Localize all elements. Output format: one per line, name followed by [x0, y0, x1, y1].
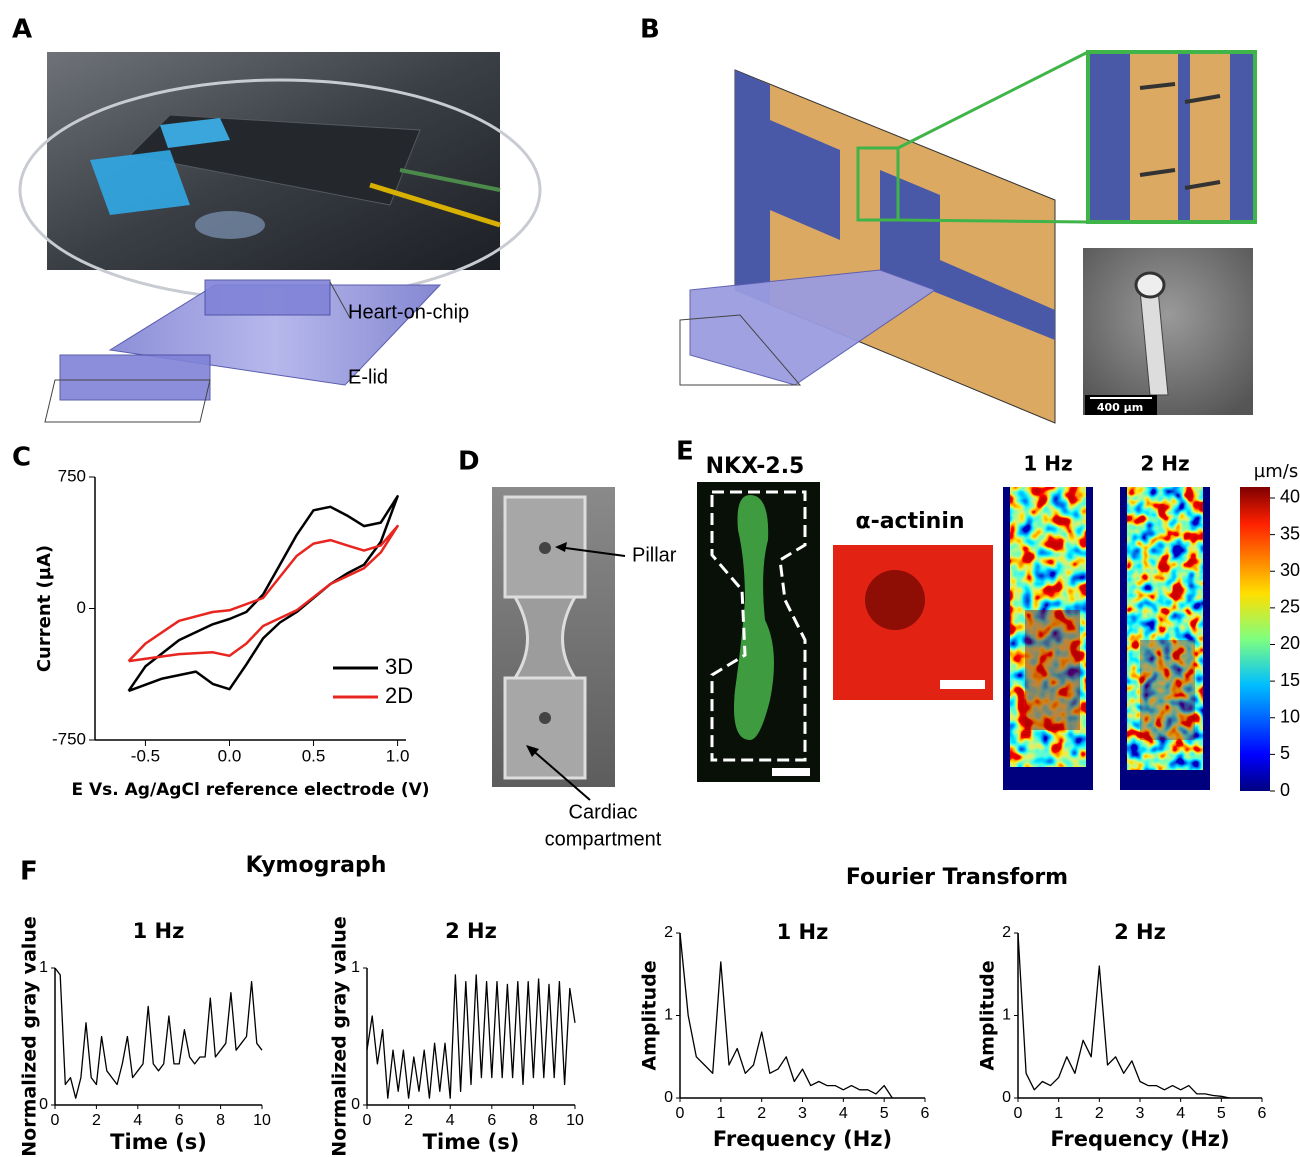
y-tick-label: 0	[1002, 1089, 1011, 1106]
data-line	[129, 496, 398, 691]
x-axis-label: Time (s)	[110, 1130, 207, 1154]
y-axis-label: Amplitude	[639, 960, 661, 1070]
x-axis-label: Frequency (Hz)	[713, 1127, 892, 1151]
figure: A B C D E F Heart-on-chip E-lid 400 µm P…	[0, 0, 1300, 1157]
legend-label: 2D	[385, 683, 413, 708]
x-tick-label: -0.5	[131, 746, 160, 765]
photo-d	[492, 487, 625, 800]
x-axis-label: Frequency (Hz)	[1050, 1127, 1229, 1151]
x-tick-label: 1	[1054, 1105, 1063, 1122]
stain-title: NKX-2.5	[706, 454, 805, 479]
y-tick-label: 1	[1002, 1007, 1011, 1024]
heatmap	[1003, 487, 1093, 790]
chart-title: 2 Hz	[1114, 920, 1166, 944]
x-tick-label: 0	[676, 1105, 685, 1122]
y-axis-label: Current (µA)	[34, 545, 55, 672]
panel-label: B	[640, 15, 660, 45]
x-tick-label: 2	[92, 1112, 101, 1129]
panel-label: E	[676, 437, 694, 467]
x-tick-label: 10	[253, 1112, 271, 1129]
x-tick-label: 6	[1258, 1105, 1267, 1122]
x-tick-label: 1	[716, 1105, 725, 1122]
colorbar-tick-label: 15	[1280, 670, 1300, 690]
x-tick-label: 4	[446, 1112, 455, 1129]
panel-label: F	[20, 857, 38, 887]
colorbar-tick-label: 5	[1280, 743, 1290, 763]
chart-title: 1 Hz	[777, 920, 829, 944]
x-tick-label: 1.0	[386, 746, 410, 765]
x-tick-label: 2	[1095, 1105, 1104, 1122]
nkx-image	[697, 482, 820, 782]
x-tick-label: 6	[175, 1112, 184, 1129]
group-title: Kymograph	[246, 853, 387, 878]
colorbar-tick-label: 10	[1280, 706, 1300, 726]
colorbar-tick-label: 30	[1280, 560, 1300, 580]
y-tick-label: 0	[664, 1089, 673, 1106]
panel-label: D	[458, 447, 480, 477]
heatmap	[1120, 487, 1210, 790]
data-line	[367, 975, 575, 1098]
x-tick-label: 0	[51, 1112, 60, 1129]
x-tick-label: 0	[1014, 1105, 1023, 1122]
colorbar-unit: µm/s	[1254, 461, 1298, 482]
y-tick-label: 0	[77, 598, 86, 617]
x-tick-label: 4	[133, 1112, 142, 1129]
panel-label: A	[12, 15, 32, 45]
data-line	[1018, 933, 1230, 1098]
scale-bar-label: 400 µm	[1097, 401, 1143, 414]
x-tick-label: 8	[529, 1112, 538, 1129]
data-line	[55, 968, 262, 1098]
colorbar-tick-label: 40	[1280, 487, 1300, 507]
x-tick-label: 5	[1217, 1105, 1226, 1122]
actinin-image	[833, 545, 993, 700]
annotation: E-lid	[348, 366, 388, 388]
y-tick-label: -750	[52, 729, 86, 748]
annotation: Heart-on-chip	[348, 301, 469, 323]
x-tick-label: 0.0	[218, 746, 242, 765]
x-tick-label: 4	[1176, 1105, 1185, 1122]
stain-title: α-actinin	[855, 509, 964, 534]
x-tick-label: 6	[487, 1112, 496, 1129]
y-tick-label: 1	[351, 959, 360, 976]
x-axis-label: E Vs. Ag/AgCl reference electrode (V)	[71, 780, 429, 800]
data-line	[680, 933, 892, 1098]
heatmap-title: 1 Hz	[1023, 452, 1072, 476]
annotation: Cardiac	[569, 801, 638, 823]
chart-title: 2 Hz	[445, 919, 497, 943]
x-tick-label: 8	[216, 1112, 225, 1129]
y-axis-label: Normalized gray value	[329, 916, 351, 1156]
y-tick-label: 1	[664, 1007, 673, 1024]
x-tick-label: 4	[839, 1105, 848, 1122]
x-axis-label: Time (s)	[423, 1130, 520, 1154]
x-tick-label: 0.5	[302, 746, 326, 765]
colorbar-tick-label: 35	[1280, 523, 1300, 543]
y-tick-label: 2	[664, 924, 673, 941]
y-tick-label: 750	[58, 466, 86, 485]
x-tick-label: 3	[798, 1105, 807, 1122]
y-tick-label: 0	[351, 1096, 360, 1113]
x-tick-label: 2	[404, 1112, 413, 1129]
y-tick-label: 2	[1002, 924, 1011, 941]
y-axis-label: Amplitude	[977, 960, 999, 1070]
heatmap-title: 2 Hz	[1140, 452, 1189, 476]
y-axis-label: Normalized gray value	[19, 916, 41, 1156]
colorbar-tick-label: 0	[1280, 780, 1290, 800]
panel-label: C	[12, 443, 31, 473]
colorbar	[1240, 487, 1270, 791]
photo-a	[20, 52, 540, 300]
colorbar-tick-label: 20	[1280, 633, 1300, 653]
group-title: Fourier Transform	[846, 865, 1068, 890]
schematic-b	[680, 52, 1255, 423]
chart-title: 1 Hz	[133, 919, 185, 943]
annotation: compartment	[545, 828, 662, 850]
colorbar-tick-label: 25	[1280, 597, 1300, 617]
annotation: Pillar	[632, 544, 677, 566]
x-tick-label: 5	[880, 1105, 889, 1122]
legend-label: 3D	[385, 654, 413, 679]
x-tick-label: 2	[757, 1105, 766, 1122]
x-tick-label: 3	[1136, 1105, 1145, 1122]
x-tick-label: 0	[363, 1112, 372, 1129]
x-tick-label: 6	[921, 1105, 930, 1122]
x-tick-label: 10	[566, 1112, 584, 1129]
